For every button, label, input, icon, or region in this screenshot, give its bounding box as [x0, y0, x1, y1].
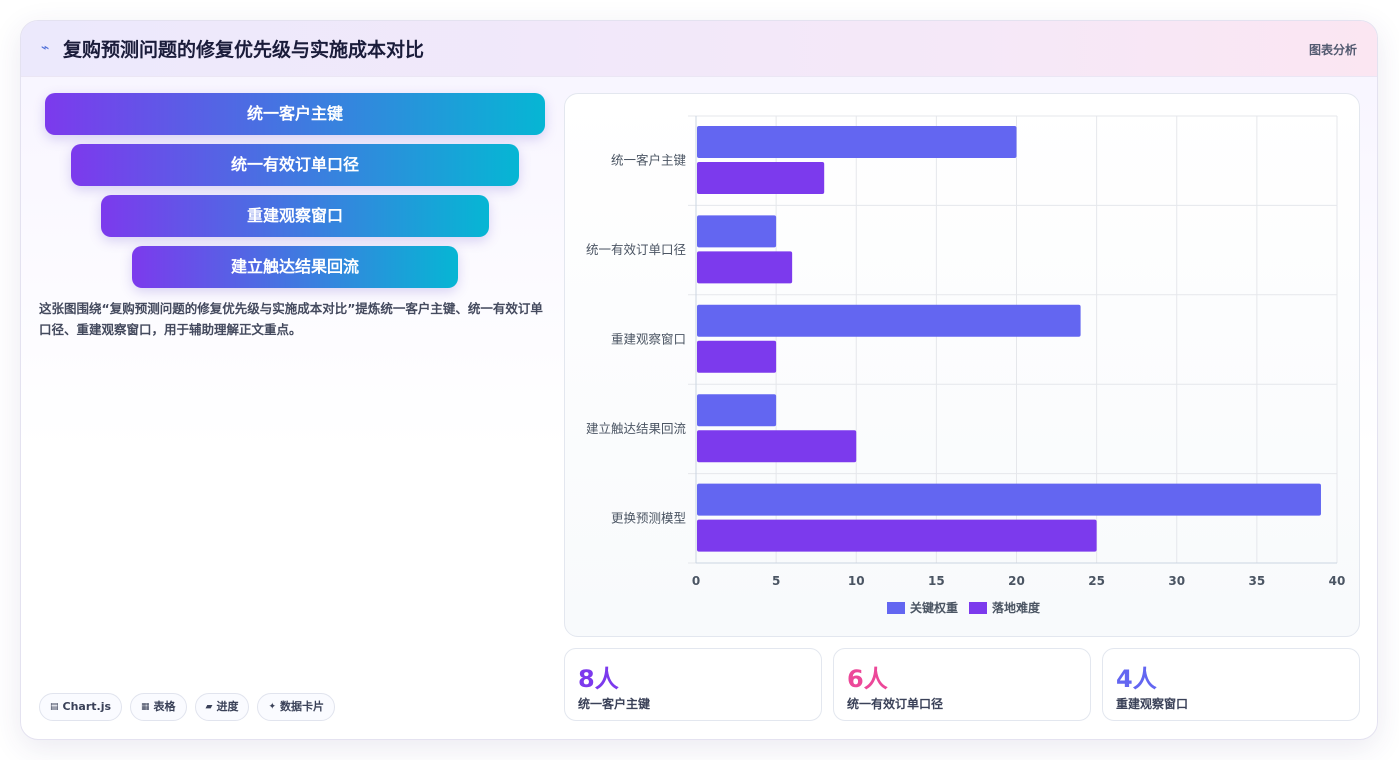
sparkle-icon: ✦: [268, 702, 277, 712]
pill-data-card[interactable]: ✦ 数据卡片: [257, 693, 336, 721]
legend-swatch: [969, 602, 987, 614]
header: ⌁ 复购预测问题的修复优先级与实施成本对比 图表分析: [21, 21, 1377, 77]
stat-value: 4人: [1116, 665, 1157, 693]
page-title: 复购预测问题的修复优先级与实施成本对比: [63, 39, 425, 61]
funnel-step-2: 统一有效订单口径: [71, 144, 519, 186]
progress-icon: ▰: [205, 702, 213, 712]
stat-label: 重建观察窗口: [1116, 697, 1189, 711]
legend-swatch: [887, 602, 905, 614]
pill-label: Chart.js: [62, 700, 112, 713]
chart-container: 0 5 10 15 20 25 30 35 40 统一客户主键统一有效订单口径重建观察窗口建立触达…: [564, 93, 1360, 637]
stat-label: 统一客户主键: [578, 697, 651, 711]
stat-card-3: 4人 重建观察窗口: [1102, 648, 1360, 721]
pill-label: 数据卡片: [280, 700, 325, 713]
chart-icon: ▤: [50, 702, 59, 712]
main-card: ⌁ 复购预测问题的修复优先级与实施成本对比 图表分析 统一客户主键 统一有效订单…: [20, 20, 1378, 740]
x-tick-label: 40: [1329, 574, 1346, 588]
y-tick-label: 更换预测模型: [611, 510, 686, 525]
table-icon: ▦: [141, 702, 150, 712]
stat-value: 6人: [847, 665, 888, 693]
bar-difficulty: [697, 162, 825, 194]
x-tick-label: 25: [1088, 574, 1105, 588]
bar-difficulty: [697, 340, 777, 373]
x-tick-label: 20: [1008, 574, 1025, 588]
bar-weight: [697, 394, 777, 427]
legend-label: 落地难度: [992, 600, 1041, 615]
x-tick-label: 30: [1168, 574, 1185, 588]
y-tick-label: 统一有效订单口径: [586, 242, 686, 257]
bar-weight: [697, 483, 1321, 516]
x-tick-label: 5: [772, 574, 780, 588]
feature-pills: ▤ Chart.js ▦ 表格 ▰ 进度 ✦ 数据卡片: [39, 693, 336, 721]
pill-progress[interactable]: ▰ 进度: [194, 693, 250, 721]
funnel-step-1: 统一客户主键: [45, 93, 545, 135]
bar-weight: [697, 304, 1081, 337]
bar-difficulty: [697, 430, 857, 463]
pill-table[interactable]: ▦ 表格: [130, 693, 187, 721]
y-tick-label: 统一客户主键: [611, 153, 687, 168]
y-tick-label: 建立触达结果回流: [586, 421, 687, 436]
stat-label: 统一有效订单口径: [847, 697, 944, 711]
stat-value: 8人: [578, 665, 619, 693]
header-tag: 图表分析: [1308, 43, 1357, 57]
spark-icon: ⌁: [41, 40, 50, 56]
legend-label: 关键权重: [910, 600, 958, 615]
description: 这张图围绕“复购预测问题的修复优先级与实施成本对比”提炼统一客户主键、统一有效订…: [39, 301, 543, 337]
bar-chart: 0 5 10 15 20 25 30 35 40 统一客户主键统一有效订单口径重建观察窗口建立触达…: [586, 115, 1346, 615]
funnel-step-3: 重建观察窗口: [101, 195, 489, 237]
pill-label: 进度: [216, 700, 239, 713]
bar-weight: [697, 126, 1017, 158]
stat-card-2: 6人 统一有效订单口径: [833, 648, 1091, 721]
stat-card-1: 8人 统一客户主键: [564, 648, 822, 721]
funnel-step-4: 建立触达结果回流: [132, 246, 458, 288]
x-tick-label: 35: [1249, 574, 1266, 588]
y-tick-label: 重建观察窗口: [611, 332, 686, 347]
bar-difficulty: [697, 519, 1097, 552]
x-tick-label: 0: [692, 574, 700, 588]
bar-difficulty: [697, 251, 793, 284]
x-tick-label: 15: [928, 574, 945, 588]
bar-weight: [697, 215, 777, 248]
pill-chartjs[interactable]: ▤ Chart.js: [39, 693, 123, 721]
x-tick-label: 10: [848, 574, 865, 588]
pill-label: 表格: [153, 700, 176, 713]
